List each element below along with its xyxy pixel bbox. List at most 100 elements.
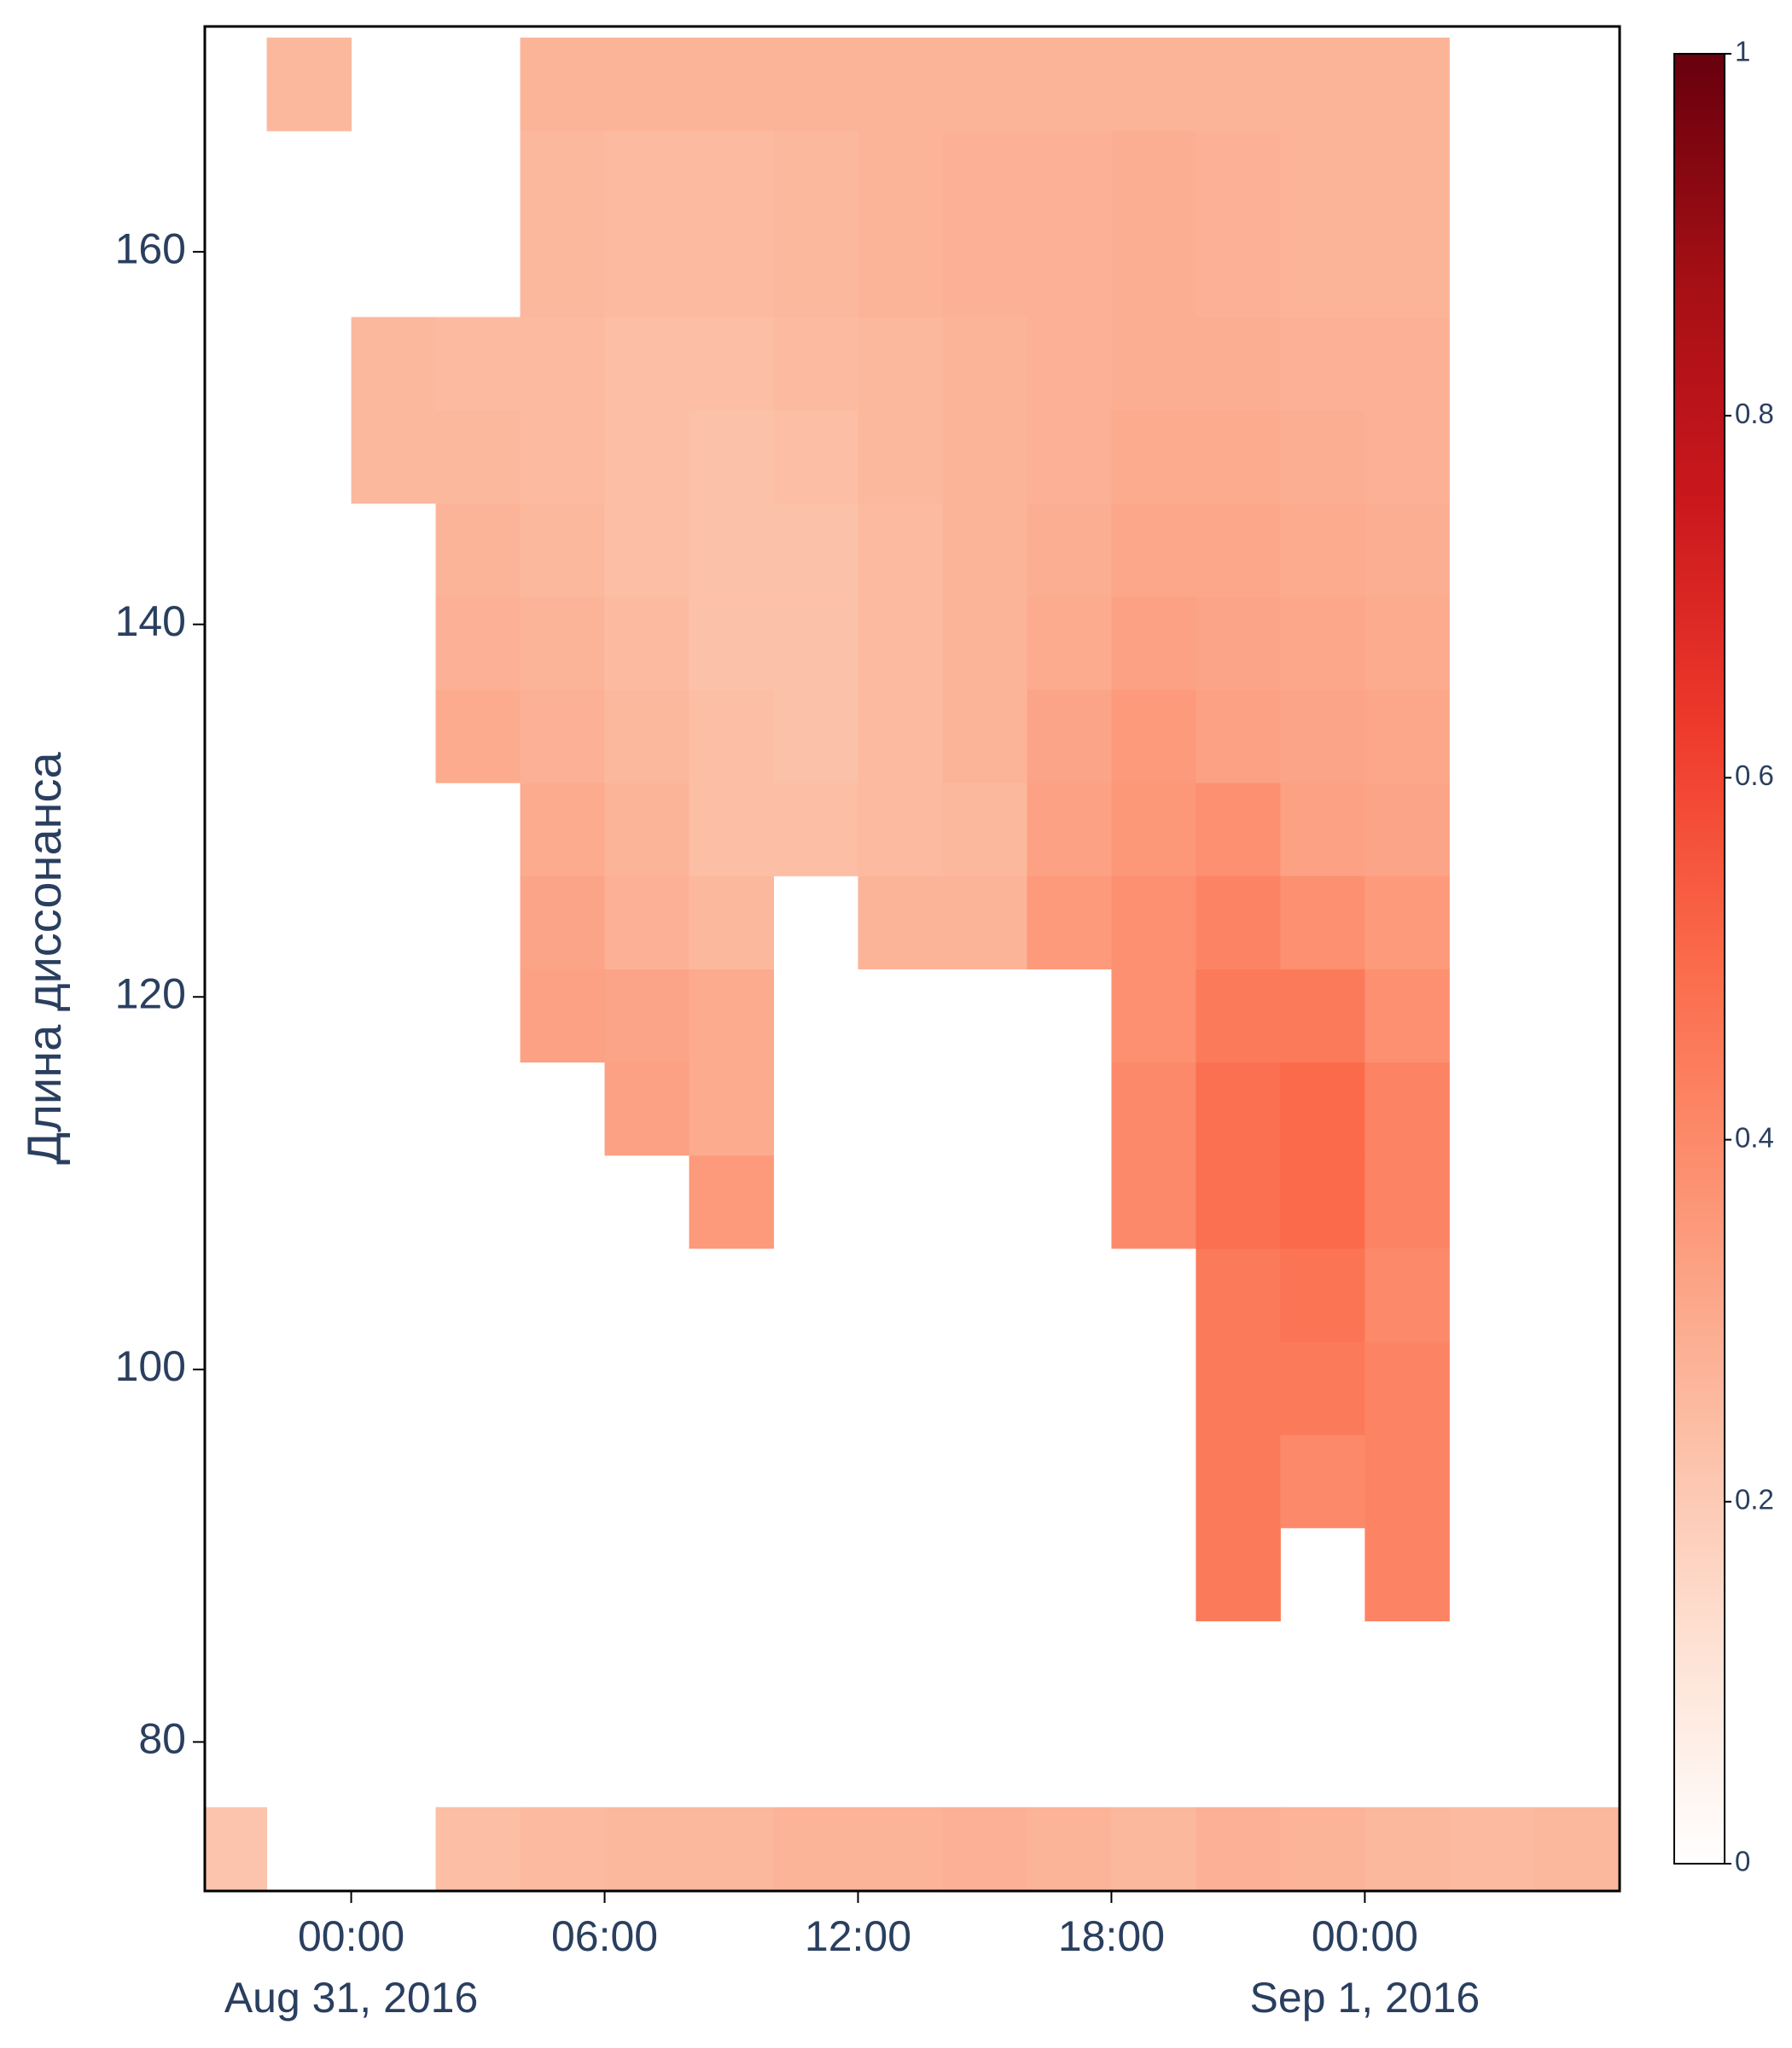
heatmap-cell <box>1196 1341 1281 1435</box>
heatmap-cell <box>689 1807 774 1891</box>
heatmap-cell <box>1196 1062 1281 1156</box>
heatmap-cell <box>1111 38 1196 131</box>
heatmap-cell <box>1364 596 1450 690</box>
heatmap-cell <box>1364 969 1450 1063</box>
heatmap-cell <box>689 503 774 597</box>
heatmap-cell <box>520 317 606 411</box>
heatmap-cell <box>942 131 1027 224</box>
heatmap-cell <box>1027 131 1112 224</box>
heatmap-cell <box>689 876 774 970</box>
heatmap-cell <box>1364 1341 1450 1435</box>
heatmap-cell <box>1111 596 1196 690</box>
heatmap-cell <box>1280 131 1365 224</box>
x-tick-label: 00:00 <box>1312 1912 1418 1960</box>
colorbar-tick-label: 0 <box>1735 1846 1750 1877</box>
heatmap-cell <box>1196 38 1281 131</box>
heatmap-cell <box>520 131 606 224</box>
heatmap-cell <box>1280 783 1365 876</box>
heatmap-cell <box>858 689 943 783</box>
heatmap-cell <box>858 783 943 876</box>
heatmap-cell <box>604 410 690 504</box>
y-tick-label: 160 <box>115 224 186 272</box>
heatmap-cell <box>1364 317 1450 411</box>
heatmap-cell <box>773 131 858 224</box>
colorbar-tick-label: 0.4 <box>1735 1121 1774 1153</box>
heatmap-cell <box>942 689 1027 783</box>
heatmap-cell <box>435 503 521 597</box>
heatmap-cell <box>1027 1807 1112 1891</box>
heatmap-cell <box>351 410 437 504</box>
heatmap-cell <box>773 224 858 318</box>
heatmap-cell <box>1027 410 1112 504</box>
heatmap-cell <box>689 317 774 411</box>
x-tick-label: 06:00 <box>551 1912 658 1960</box>
heatmap-cell <box>1364 1248 1450 1342</box>
heatmap-cell <box>1280 410 1365 504</box>
heatmap-cell <box>1280 689 1365 783</box>
heatmap-cell <box>1280 1341 1365 1435</box>
heatmap-cell <box>1196 689 1281 783</box>
heatmap-cell <box>1364 689 1450 783</box>
heatmap-cell <box>1449 1807 1534 1891</box>
heatmap-cell <box>1196 876 1281 970</box>
heatmap-cell <box>858 596 943 690</box>
heatmap-cell <box>942 503 1027 597</box>
heatmap-cell <box>858 131 943 224</box>
heatmap-cell <box>858 38 943 131</box>
heatmap-cell <box>689 689 774 783</box>
heatmap-cell <box>604 503 690 597</box>
heatmap-cell <box>1111 224 1196 318</box>
heatmap-cell <box>689 38 774 131</box>
heatmap-cell <box>520 1807 606 1891</box>
heatmap-cell <box>942 596 1027 690</box>
heatmap-cell <box>1364 1807 1450 1891</box>
heatmap-cell <box>689 1155 774 1249</box>
heatmap-cell <box>520 38 606 131</box>
heatmap-cell <box>1027 689 1112 783</box>
heatmap-cell <box>1364 1527 1450 1621</box>
heatmap-cell <box>1027 783 1112 876</box>
heatmap-cell <box>1027 317 1112 411</box>
heatmap-cell <box>520 689 606 783</box>
heatmap-cell <box>604 969 690 1063</box>
heatmap-cell <box>1280 503 1365 597</box>
heatmap-cell <box>1111 317 1196 411</box>
heatmap-cell <box>1027 596 1112 690</box>
heatmap-cell <box>1280 224 1365 318</box>
heatmap-cell <box>435 410 521 504</box>
heatmap-cell <box>1111 1062 1196 1156</box>
heatmap-cell <box>1280 1248 1365 1342</box>
heatmap-cell <box>942 1807 1027 1891</box>
heatmap-cell <box>773 689 858 783</box>
x-tick-label: Sep 1, 2016 <box>1250 1974 1481 2022</box>
heatmap-cell <box>773 317 858 411</box>
heatmap-cell <box>1280 1062 1365 1156</box>
heatmap-cell <box>1280 876 1365 970</box>
heatmap-cell <box>1111 503 1196 597</box>
colorbar-tick-label: 0.8 <box>1735 398 1774 429</box>
y-tick-label: 80 <box>138 1715 186 1763</box>
heatmap-cell <box>520 410 606 504</box>
heatmap-cell <box>435 317 521 411</box>
heatmap-cell <box>1364 131 1450 224</box>
y-tick-label: 100 <box>115 1342 186 1390</box>
heatmap-cell <box>773 783 858 876</box>
heatmap-cell <box>1280 1807 1365 1891</box>
heatmap-cell <box>520 783 606 876</box>
heatmap-cell <box>858 876 943 970</box>
heatmap-cell <box>1027 503 1112 597</box>
heatmap-cell <box>858 224 943 318</box>
heatmap-cell <box>1280 1155 1365 1249</box>
heatmap-cell <box>520 969 606 1063</box>
heatmap-cell <box>1111 1807 1196 1891</box>
heatmap-cell <box>604 224 690 318</box>
heatmap-cell <box>205 1807 268 1891</box>
heatmap-cell <box>1196 410 1281 504</box>
heatmap-cell <box>1364 410 1450 504</box>
heatmap-cell <box>942 317 1027 411</box>
heatmap-cell <box>435 596 521 690</box>
heatmap-cell <box>858 1807 943 1891</box>
heatmap-cell <box>266 38 352 131</box>
heatmap-cell <box>1111 410 1196 504</box>
x-tick-label: Aug 31, 2016 <box>224 1974 479 2022</box>
